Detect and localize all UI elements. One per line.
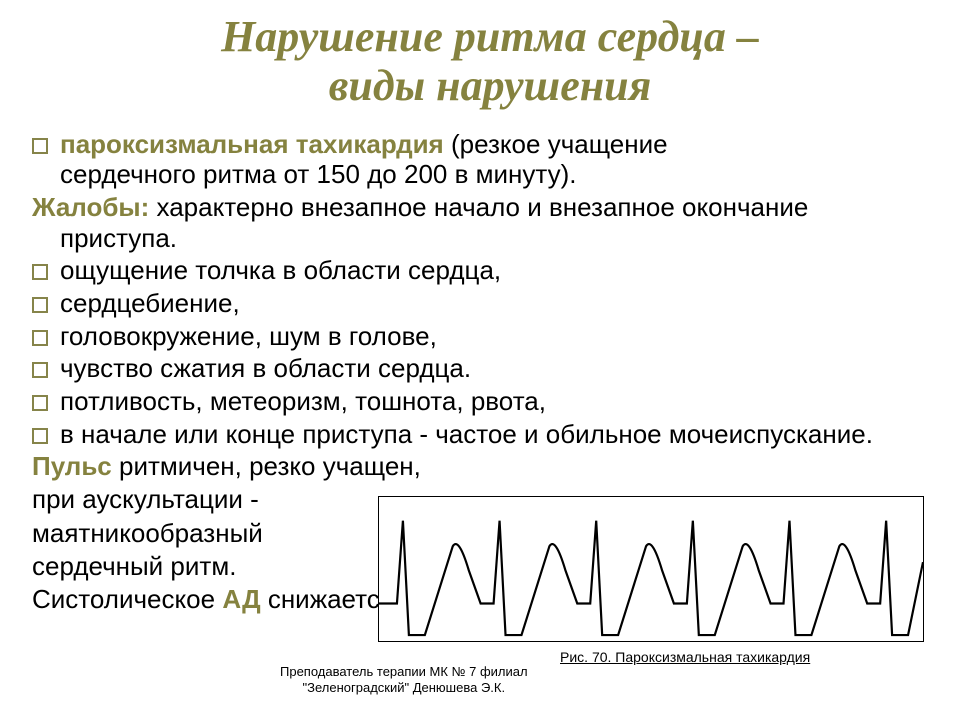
complaints-label: Жалобы:: [32, 192, 149, 222]
item-paroxysmal: пароксизмальная тахикардия (резкое учаще…: [60, 129, 920, 190]
paroxysmal-rest-2: сердечного ритма от 150 до 200 в минуту)…: [60, 159, 576, 189]
systolic-ad: АД: [222, 584, 260, 614]
title-line-1: Нарушение ритма сердца –: [221, 12, 759, 61]
complaints-rest-2: приступа.: [32, 223, 177, 253]
pulse-line: Пульс ритмичен, резко учащен,: [32, 451, 920, 482]
paroxysmal-rest-1: (резкое учащение: [444, 129, 668, 159]
systolic-pre: Систолическое: [32, 584, 222, 614]
bullet-6: в начале или конце приступа - частое и о…: [60, 419, 920, 450]
figure-caption: Рис. 70. Пароксизмальная тахикардия: [560, 649, 810, 665]
title-line-2: виды нарушения: [329, 61, 652, 110]
bullet-3: головокружение, шум в голове,: [60, 321, 920, 352]
slide: Нарушение ритма сердца – виды нарушения …: [0, 0, 960, 720]
ecg-trace: [379, 521, 923, 635]
bullet-2: сердцебиение,: [60, 288, 920, 319]
pulse-label: Пульс: [32, 451, 112, 481]
bullet-5: потливость, метеоризм, тошнота, рвота,: [60, 386, 920, 417]
slide-footer: Преподаватель терапии МК № 7 филиал "Зел…: [280, 664, 528, 695]
bullet-4: чувство сжатия в области сердца.: [60, 353, 920, 384]
item-complaints: Жалобы: характерно внезапное начало и вн…: [32, 192, 920, 253]
complaints-rest-1: характерно внезапное начало и внезапное …: [149, 192, 808, 222]
content-list: пароксизмальная тахикардия (резкое учаще…: [60, 129, 920, 450]
ecg-chart: [378, 496, 924, 642]
footer-line-1: Преподаватель терапии МК № 7 филиал: [280, 664, 528, 679]
slide-title: Нарушение ритма сердца – виды нарушения: [60, 12, 920, 111]
footer-line-2: "Зеленоградский" Денюшева Э.К.: [303, 680, 506, 695]
ecg-svg: [379, 497, 923, 641]
pulse-rest: ритмичен, резко учащен,: [112, 451, 421, 481]
paroxysmal-term: пароксизмальная тахикардия: [60, 129, 444, 159]
bullet-1: ощущение толчка в области сердца,: [60, 255, 920, 286]
